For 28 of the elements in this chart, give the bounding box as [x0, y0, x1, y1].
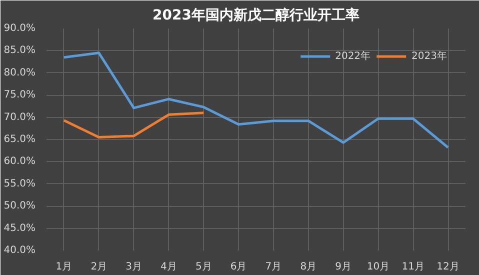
y-tick-label: 75.0%: [4, 90, 36, 101]
y-tick-label: 60.0%: [4, 156, 36, 168]
chart-title: 2023年国内新戊二醇行业开工率: [152, 6, 360, 24]
y-tick-label: 45.0%: [4, 222, 36, 234]
y-tick-label: 85.0%: [4, 45, 36, 56]
x-tick-label: 1月: [56, 262, 72, 272]
x-tick-label: 5月: [195, 262, 212, 272]
x-tick-label: 4月: [160, 262, 177, 272]
x-tick-label: 3月: [126, 262, 142, 272]
x-tick-label: 12月: [436, 262, 460, 272]
x-tick-label: 11月: [402, 262, 424, 272]
x-tick-label: 7月: [265, 262, 282, 272]
y-tick-label: 50.0%: [4, 200, 36, 212]
legend-label: 2022年: [335, 50, 371, 63]
x-tick-label: 10月: [366, 262, 390, 272]
y-tick-label: 40.0%: [4, 245, 36, 256]
y-tick-label: 70.0%: [4, 112, 36, 123]
y-tick-label: 55.0%: [4, 178, 36, 190]
y-tick-label: 90.0%: [4, 23, 36, 34]
x-tick-label: 9月: [335, 262, 352, 272]
y-tick-label: 80.0%: [4, 67, 36, 78]
x-tick-label: 8月: [300, 262, 317, 272]
line-series: [62, 52, 450, 149]
x-tick-label: 6月: [230, 262, 247, 272]
line-series: [62, 112, 205, 139]
x-tick-label: 2月: [90, 262, 108, 272]
y-tick-label: 65.0%: [4, 134, 36, 145]
legend-label: 2023年: [412, 50, 447, 63]
